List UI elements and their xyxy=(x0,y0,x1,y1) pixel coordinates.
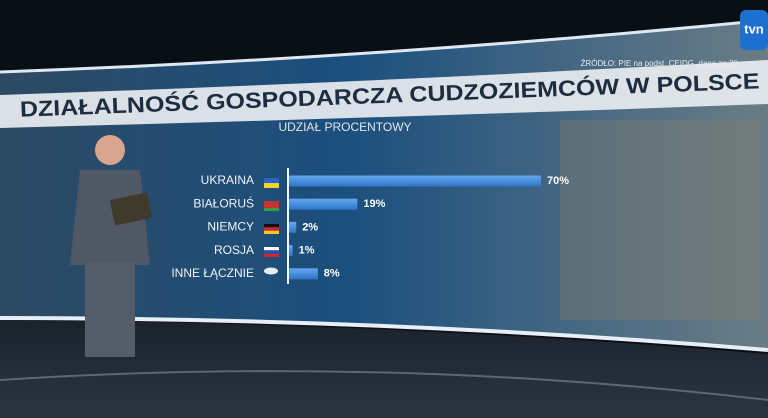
presenter xyxy=(70,135,153,357)
value-label: 8% xyxy=(324,268,340,280)
bar xyxy=(289,198,358,210)
flag xyxy=(264,247,279,251)
floor xyxy=(0,320,768,418)
flag xyxy=(264,224,279,228)
value-label: 19% xyxy=(363,198,385,210)
flag xyxy=(264,201,279,211)
flags xyxy=(264,178,279,275)
background-photo xyxy=(560,120,760,320)
tablet xyxy=(109,192,153,226)
flag xyxy=(264,253,279,257)
category-label: UKRAINA xyxy=(201,173,254,187)
title-band xyxy=(0,60,768,128)
world-icon xyxy=(264,267,278,275)
category-label: ROSJA xyxy=(214,243,254,257)
bar xyxy=(289,245,293,257)
logo: tvn xyxy=(744,21,764,36)
value-label: 70% xyxy=(547,175,569,187)
bar xyxy=(289,221,297,233)
category-label: NIEMCY xyxy=(207,220,254,234)
trousers xyxy=(85,262,135,357)
floor-light xyxy=(0,370,768,401)
source: ŹRÓDŁO: PIE na podst. CEIDG, dane za 20 xyxy=(581,59,739,68)
head xyxy=(95,135,125,165)
wall-edge xyxy=(0,18,768,74)
value-label: 1% xyxy=(299,245,315,257)
chart-subtitle: UDZIAŁ PROCENTOWY xyxy=(278,120,411,134)
flag xyxy=(264,230,279,234)
jacket xyxy=(70,170,150,265)
category-label: BIAŁORUŚ xyxy=(193,195,254,210)
flag xyxy=(264,183,279,188)
category-label: INNE ŁĄCZNIE xyxy=(171,266,254,280)
bar xyxy=(289,175,541,187)
logo-box xyxy=(740,10,768,50)
value-label: 2% xyxy=(302,221,318,233)
flag xyxy=(264,250,279,254)
bar xyxy=(289,268,318,280)
flag xyxy=(264,178,279,183)
bars: UKRAINA 70% BIAŁORUŚ 19% NIEMCY 2% ROSJA 1% INNE… xyxy=(171,173,569,280)
flag xyxy=(264,227,279,231)
flag xyxy=(264,208,279,211)
